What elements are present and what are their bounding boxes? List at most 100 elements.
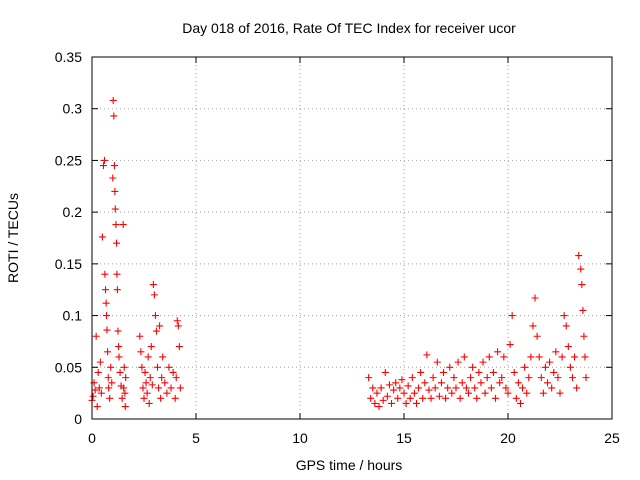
data-point xyxy=(477,379,485,387)
data-point xyxy=(150,291,158,299)
data-point xyxy=(113,270,121,278)
data-point xyxy=(548,384,556,392)
data-point xyxy=(544,379,552,387)
data-point xyxy=(529,322,537,330)
data-point xyxy=(175,343,183,351)
data-point xyxy=(113,286,121,294)
data-point xyxy=(373,389,381,397)
data-point xyxy=(174,322,182,330)
x-axis-label: GPS time / hours xyxy=(296,457,403,473)
data-point xyxy=(120,384,128,392)
data-point xyxy=(500,353,508,361)
data-point xyxy=(89,392,97,400)
data-point xyxy=(149,281,157,289)
y-tick-label: 0.2 xyxy=(63,204,83,220)
data-point xyxy=(137,348,145,356)
data-point xyxy=(473,394,481,402)
data-point xyxy=(173,317,181,325)
data-point xyxy=(508,312,516,320)
data-point xyxy=(109,96,117,104)
y-tick-label: 0.15 xyxy=(55,256,82,272)
data-point xyxy=(145,399,153,407)
data-point xyxy=(139,384,147,392)
data-point xyxy=(365,374,373,382)
data-point xyxy=(96,358,104,366)
data-point xyxy=(514,379,522,387)
data-point xyxy=(444,384,452,392)
data-point xyxy=(502,384,510,392)
data-point xyxy=(109,174,117,182)
data-point xyxy=(176,384,184,392)
data-point xyxy=(95,384,103,392)
x-tick-label: 15 xyxy=(396,430,412,446)
data-point xyxy=(479,358,487,366)
data-point xyxy=(475,368,483,376)
data-point xyxy=(142,379,150,387)
data-point xyxy=(152,327,160,335)
data-point xyxy=(112,221,120,229)
data-point xyxy=(115,353,123,361)
data-point xyxy=(118,394,126,402)
data-point xyxy=(415,384,423,392)
data-point xyxy=(485,353,493,361)
data-point xyxy=(481,389,489,397)
data-point xyxy=(108,379,116,387)
data-point xyxy=(379,396,387,404)
data-point xyxy=(450,374,458,382)
data-point xyxy=(539,389,547,397)
data-point xyxy=(452,384,460,392)
data-point xyxy=(92,332,100,340)
data-point xyxy=(151,312,159,320)
data-point xyxy=(464,389,472,397)
data-point xyxy=(121,403,129,411)
data-point xyxy=(97,389,105,397)
data-point xyxy=(423,351,431,359)
axis-ticks: 0 5 10 15 20 25 0 0.05 0.1 0.15 0.2 0.25 0.3 0.35 xyxy=(55,49,620,446)
data-point xyxy=(121,389,129,397)
data-point xyxy=(437,379,445,387)
data-point xyxy=(489,368,497,376)
y-tick-label: 0 xyxy=(74,411,82,427)
x-tick-label: 5 xyxy=(192,430,200,446)
data-point xyxy=(467,374,475,382)
data-point xyxy=(578,281,586,289)
data-point xyxy=(154,363,162,371)
data-point xyxy=(504,389,512,397)
data-point xyxy=(140,394,148,402)
data-point xyxy=(369,384,377,392)
data-point xyxy=(111,187,119,195)
data-point xyxy=(575,252,583,260)
data-point xyxy=(103,312,111,320)
data-point xyxy=(122,374,130,382)
data-point xyxy=(158,374,166,382)
data-point xyxy=(417,368,425,376)
data-point xyxy=(383,392,391,400)
data-point xyxy=(375,403,383,411)
data-points xyxy=(88,96,590,411)
y-tick-label: 0.35 xyxy=(55,49,82,65)
data-point xyxy=(579,306,587,314)
data-point xyxy=(412,399,420,407)
data-point xyxy=(442,394,450,402)
data-point xyxy=(111,205,119,213)
data-point xyxy=(550,368,558,376)
data-point xyxy=(120,363,128,371)
data-point xyxy=(400,389,408,397)
y-tick-label: 0.3 xyxy=(63,101,83,117)
data-point xyxy=(394,394,402,402)
grid-lines xyxy=(92,57,612,419)
data-point xyxy=(138,363,146,371)
data-point xyxy=(492,394,500,402)
data-point xyxy=(506,341,514,349)
data-point xyxy=(564,343,572,351)
data-point xyxy=(427,394,435,402)
y-tick-label: 0.25 xyxy=(55,152,82,168)
data-point xyxy=(136,332,144,340)
data-point xyxy=(433,358,441,366)
data-point xyxy=(577,265,585,273)
data-point xyxy=(398,376,406,384)
data-point xyxy=(537,374,545,382)
data-point xyxy=(93,403,101,411)
data-point xyxy=(435,392,443,400)
